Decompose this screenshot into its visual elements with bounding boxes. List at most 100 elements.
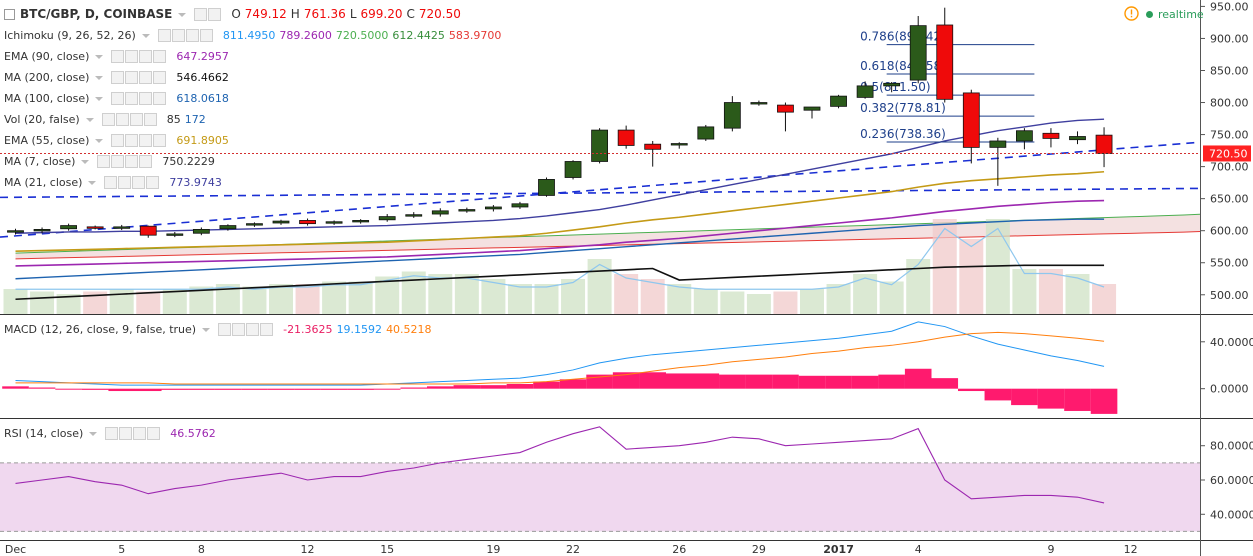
- macd-histogram-bar: [1011, 388, 1038, 406]
- macd-histogram-bar: [188, 388, 215, 390]
- symbol-menu-chevron-icon[interactable]: [178, 12, 187, 17]
- indicator-name[interactable]: Vol (20, false): [4, 113, 80, 126]
- eye-icon[interactable]: [105, 427, 119, 440]
- fib-level-label: 0.786(890.42): [860, 30, 946, 44]
- fib-level-label: 0.5(811.50): [860, 80, 930, 94]
- indicator-row[interactable]: MA (7, close) 750.2229: [4, 151, 505, 172]
- close-icon[interactable]: [146, 176, 160, 189]
- indicator-name[interactable]: EMA (90, close): [4, 50, 90, 63]
- volume-bar: [348, 281, 373, 314]
- plus-icon[interactable]: [139, 134, 153, 147]
- eye-icon[interactable]: [111, 92, 125, 105]
- eye-icon[interactable]: [218, 323, 232, 336]
- macd-histogram-bar: [586, 374, 613, 389]
- eye-icon[interactable]: [157, 29, 171, 42]
- gear-icon[interactable]: [118, 176, 132, 189]
- collapse-icon[interactable]: [4, 9, 15, 20]
- indicator-row[interactable]: MA (100, close) 618.0618: [4, 88, 505, 109]
- gear-icon[interactable]: [115, 113, 129, 126]
- plus-icon[interactable]: [132, 176, 146, 189]
- plus-icon[interactable]: [139, 92, 153, 105]
- indicator-name[interactable]: MA (21, close): [4, 176, 83, 189]
- indicator-menu-chevron-icon[interactable]: [141, 33, 150, 38]
- macd-name[interactable]: MACD (12, 26, close, 9, false, true): [4, 323, 197, 336]
- rsi-line: [15, 426, 1105, 504]
- indicator-buttons[interactable]: [111, 50, 167, 63]
- eye-icon[interactable]: [111, 50, 125, 63]
- gear-icon[interactable]: [111, 155, 125, 168]
- eye-icon[interactable]: [97, 155, 111, 168]
- indicator-buttons[interactable]: [111, 134, 167, 147]
- indicator-row[interactable]: EMA (90, close) 647.2957: [4, 46, 505, 67]
- indicator-menu-chevron-icon[interactable]: [95, 54, 104, 59]
- indicator-buttons[interactable]: [111, 71, 167, 84]
- x-tick-label: Dec: [5, 543, 26, 556]
- indicator-menu-chevron-icon[interactable]: [85, 117, 94, 122]
- indicator-name[interactable]: EMA (55, close): [4, 134, 90, 147]
- rsi-menu-chevron-icon[interactable]: [89, 431, 98, 436]
- close-icon[interactable]: [153, 50, 167, 63]
- indicator-row[interactable]: MA (200, close) 546.4662: [4, 67, 505, 88]
- indicator-buttons[interactable]: [157, 29, 213, 42]
- plus-icon[interactable]: [139, 50, 153, 63]
- indicator-menu-chevron-icon[interactable]: [95, 138, 104, 143]
- close-icon[interactable]: [139, 155, 153, 168]
- close-icon[interactable]: [143, 113, 157, 126]
- close-icon[interactable]: [199, 29, 213, 42]
- eye-icon[interactable]: [111, 134, 125, 147]
- plus-icon[interactable]: [139, 71, 153, 84]
- macd-histogram-bar: [320, 388, 348, 390]
- eye-icon[interactable]: [104, 176, 118, 189]
- volume-bar: [481, 279, 506, 314]
- plus-icon[interactable]: [185, 29, 199, 42]
- indicator-row[interactable]: Vol (20, false) 85 172: [4, 109, 505, 130]
- volume-bar: [162, 289, 187, 314]
- gear-icon[interactable]: [125, 92, 139, 105]
- indicator-buttons[interactable]: [104, 176, 160, 189]
- y-tick-label: 950.00: [1210, 0, 1249, 13]
- gear-icon[interactable]: [125, 134, 139, 147]
- symbol-label[interactable]: BTC/GBP, D, COINBASE: [20, 7, 173, 21]
- indicator-buttons[interactable]: [101, 113, 157, 126]
- indicator-name[interactable]: MA (100, close): [4, 92, 90, 105]
- indicator-menu-chevron-icon[interactable]: [95, 75, 104, 80]
- symbol-buttons[interactable]: [194, 8, 222, 21]
- indicator-menu-chevron-icon[interactable]: [95, 96, 104, 101]
- indicator-name[interactable]: Ichimoku (9, 26, 52, 26): [4, 29, 136, 42]
- plus-icon[interactable]: [133, 427, 147, 440]
- rsi-buttons[interactable]: [105, 427, 161, 440]
- indicator-name[interactable]: MA (7, close): [4, 155, 76, 168]
- x-tick-label: 29: [752, 543, 766, 556]
- warning-icon[interactable]: [1124, 6, 1139, 25]
- gear-icon[interactable]: [119, 427, 133, 440]
- close-icon[interactable]: [153, 92, 167, 105]
- eye-icon[interactable]: [101, 113, 115, 126]
- close-icon[interactable]: [147, 427, 161, 440]
- eye-icon[interactable]: [111, 71, 125, 84]
- volume-bar: [800, 289, 824, 314]
- indicator-row[interactable]: MA (21, close) 773.9743: [4, 172, 505, 193]
- indicator-buttons[interactable]: [111, 92, 167, 105]
- indicator-name[interactable]: MA (200, close): [4, 71, 90, 84]
- plus-icon[interactable]: [129, 113, 143, 126]
- macd-histogram-bar: [745, 374, 773, 389]
- gear-icon[interactable]: [125, 50, 139, 63]
- macd-buttons[interactable]: [218, 323, 274, 336]
- indicator-row[interactable]: Ichimoku (9, 26, 52, 26) 811.4950 789.2600…: [4, 25, 505, 46]
- close-icon[interactable]: [260, 323, 274, 336]
- close-icon[interactable]: [153, 134, 167, 147]
- indicator-buttons[interactable]: [97, 155, 153, 168]
- macd-menu-chevron-icon[interactable]: [202, 327, 211, 332]
- plus-icon[interactable]: [125, 155, 139, 168]
- indicator-row[interactable]: EMA (55, close) 691.8905: [4, 130, 505, 151]
- indicator-menu-chevron-icon[interactable]: [81, 159, 90, 164]
- indicator-menu-chevron-icon[interactable]: [88, 180, 97, 185]
- volume-bar: [773, 291, 798, 314]
- gear-icon[interactable]: [232, 323, 246, 336]
- rsi-name[interactable]: RSI (14, close): [4, 427, 84, 440]
- gear-icon[interactable]: [171, 29, 185, 42]
- plus-icon[interactable]: [246, 323, 260, 336]
- gear-icon[interactable]: [125, 71, 139, 84]
- close-icon[interactable]: [153, 71, 167, 84]
